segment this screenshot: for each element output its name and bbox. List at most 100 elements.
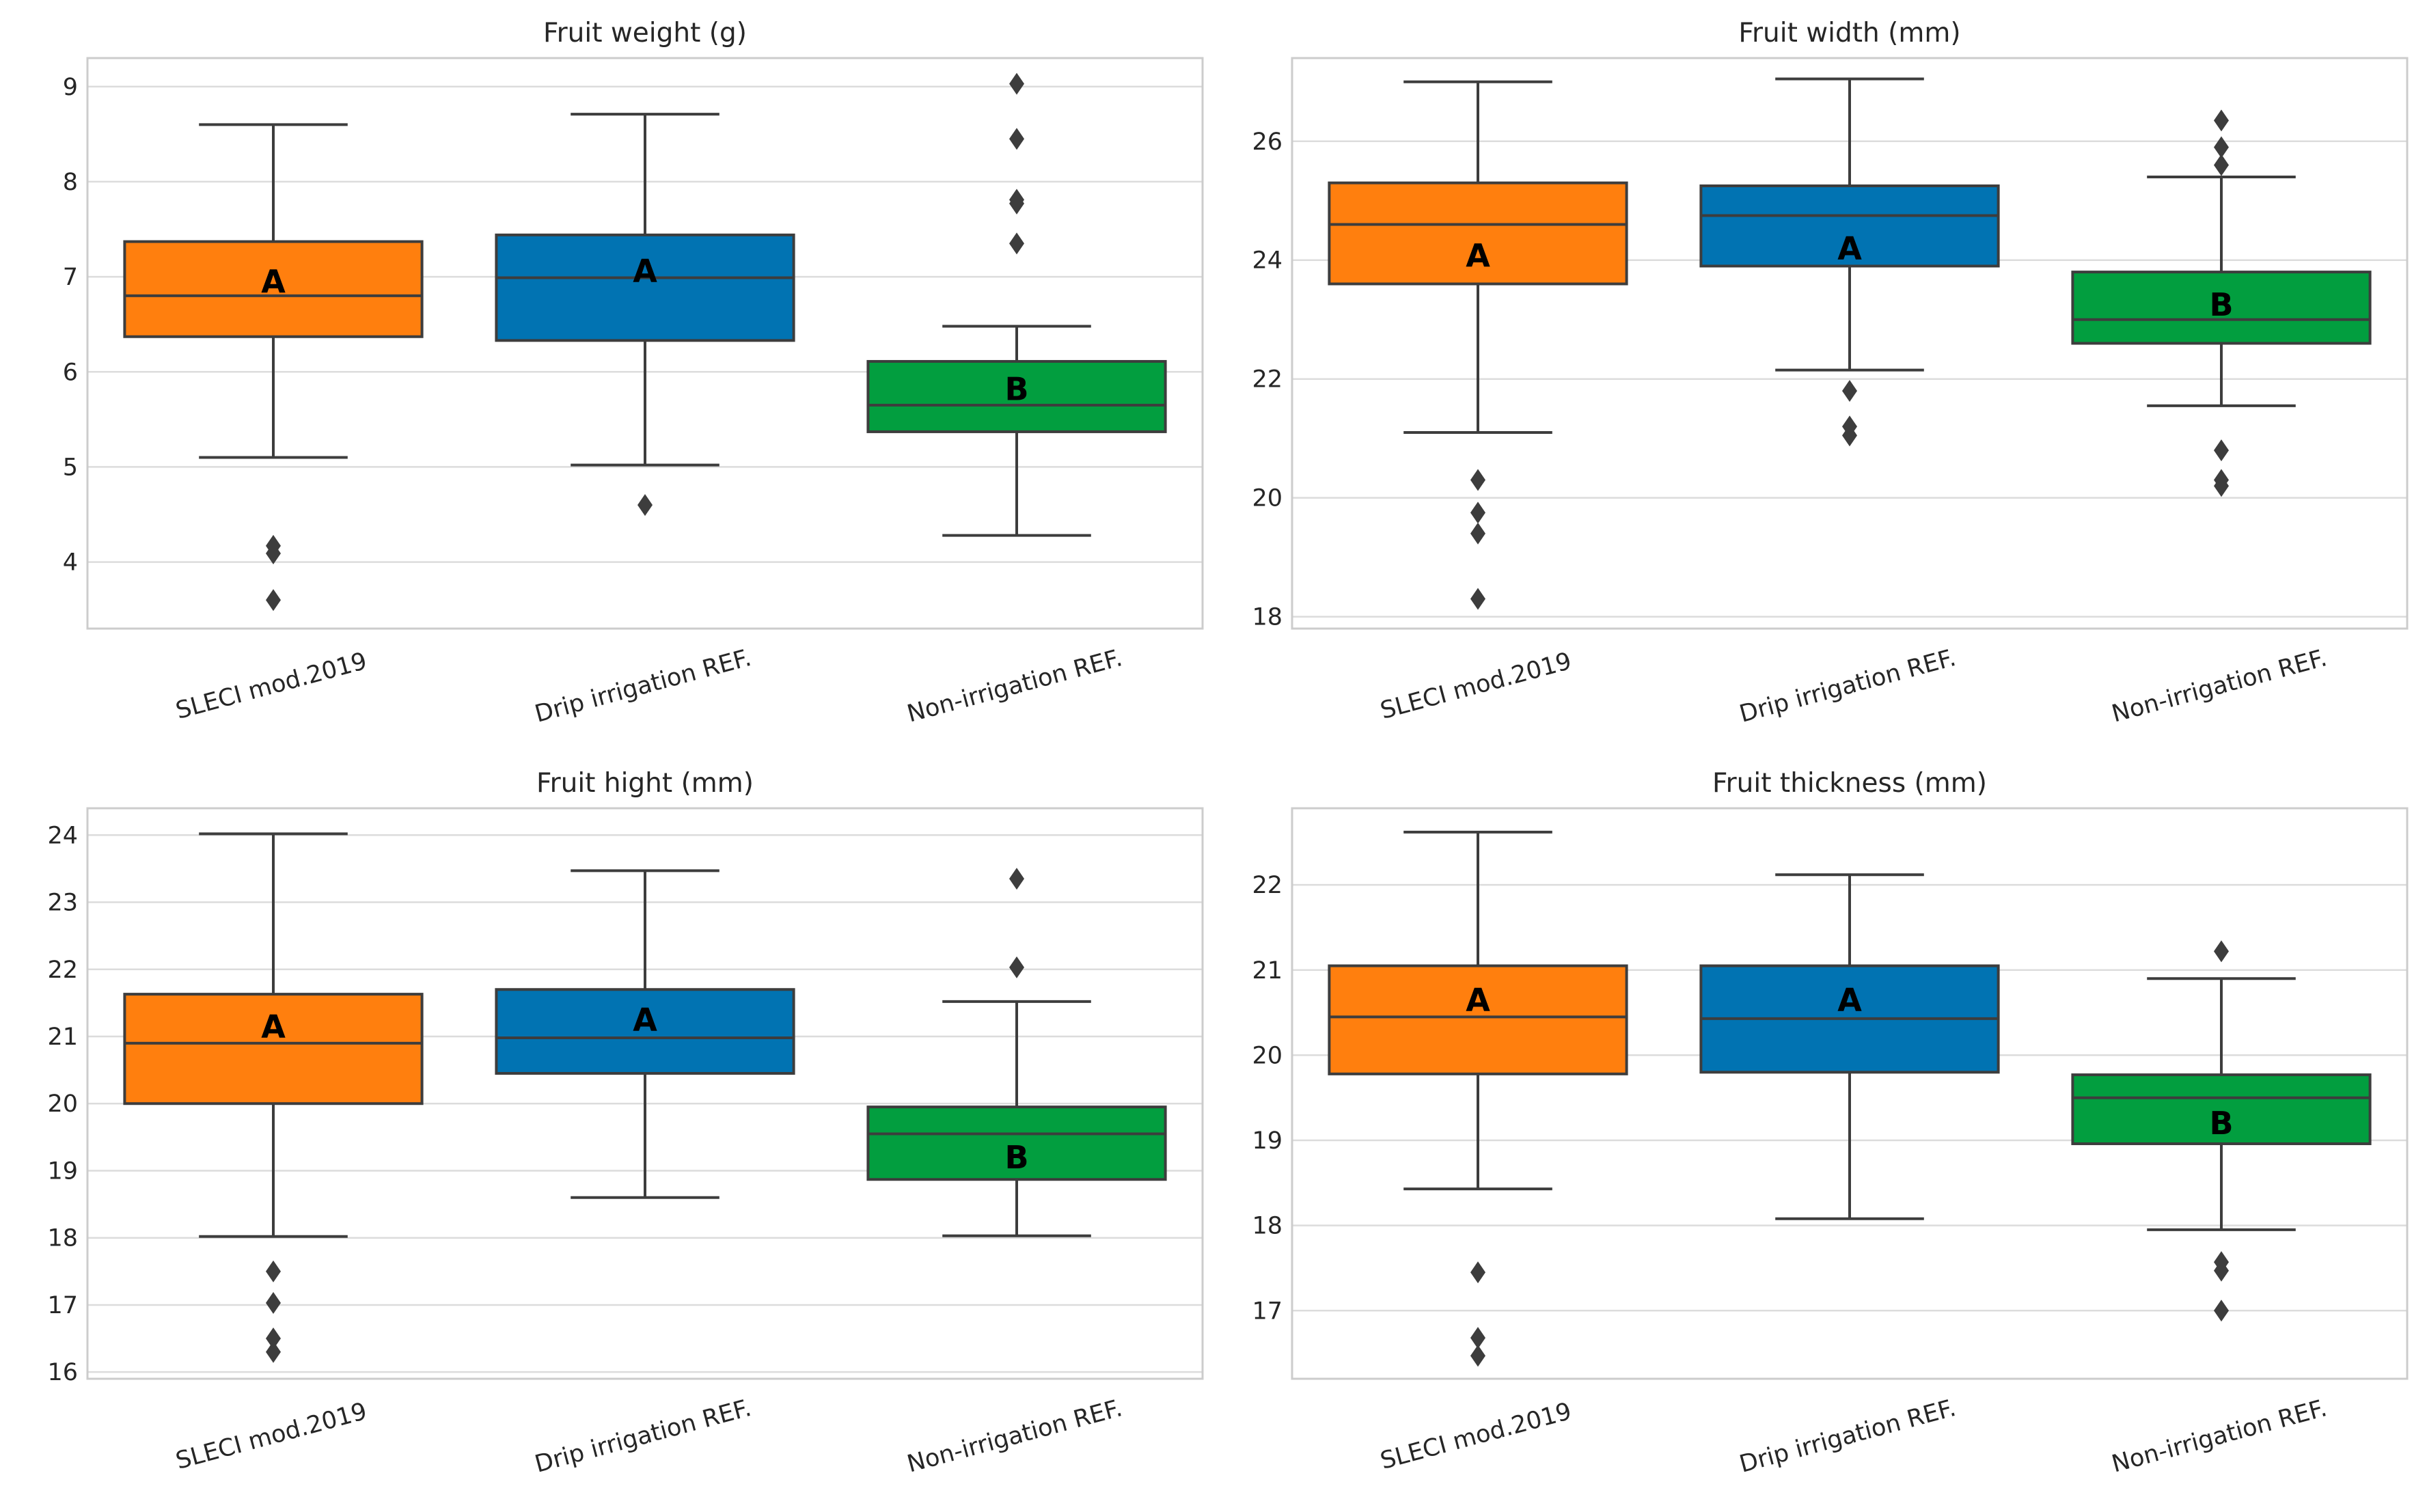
y-tick-label: 22 [1252,366,1283,394]
outlier-point [266,589,281,611]
box-2: A [495,113,795,517]
x-tick-label: SLECI mod.2019 [1377,648,1574,725]
outlier-point [266,1260,281,1282]
y-tick-label: 20 [47,1090,78,1118]
axes-frame [86,57,1204,630]
outlier-point [637,494,653,517]
y-tick-label: 19 [1252,1127,1283,1155]
x-tick-label: SLECI mod.2019 [173,1398,370,1475]
y-tick-label: 21 [1252,957,1283,985]
outlier-point [1470,501,1485,524]
y-tick-label: 16 [47,1359,78,1386]
significance-letter: A [1837,981,1862,1018]
outlier-point [266,1291,281,1314]
box-1: A [1328,80,1628,610]
box-1: A [123,123,424,611]
outlier-point [1009,956,1024,978]
y-tick-label: 18 [1252,1213,1283,1240]
significance-letter: A [633,1001,657,1038]
outlier-point [2214,1300,2229,1322]
outlier-point [2214,475,2229,497]
significance-letter: B [2209,1105,2233,1142]
outlier-point [1842,424,1857,447]
chart-panel-3: 16 17 18 19 20 21 22 23 24 Fruit hight (mm) SLECI … [47,768,1204,1479]
outlier-point [2214,109,2229,132]
y-tick-label: 8 [63,169,78,196]
outlier-point [266,542,281,565]
chart-title: Fruit weight (g) [543,18,747,49]
significance-letter: A [633,253,657,290]
x-tick-label: Non-irrigation REF. [905,644,1125,728]
outlier-point [1842,380,1857,402]
significance-letter: B [1004,370,1028,407]
outlier-point [1470,1327,1485,1349]
outlier-point [1009,232,1024,255]
y-tick-label: 18 [47,1225,78,1252]
outlier-point [1470,522,1485,545]
box-3: B [2071,940,2372,1322]
y-tick-label: 4 [63,549,78,577]
box-iqr [2071,1073,2372,1146]
y-tick-label: 5 [63,454,78,481]
axes-frame [1291,807,2409,1380]
y-tick-label: 17 [1252,1297,1283,1325]
x-tick-label: Non-irrigation REF. [2109,644,2330,728]
chart-panel-4: 17 18 19 20 21 22 Fruit thickness (mm) SLECI mo… [1252,768,2409,1479]
outlier-point [1009,72,1024,95]
y-tick-label: 23 [47,890,78,917]
box-iqr [1328,181,1628,286]
axes-frame [86,807,1204,1380]
outlier-point [266,1328,281,1350]
box-iqr [1699,184,2000,268]
outlier-point [1470,1345,1485,1367]
y-tick-label: 24 [1252,247,1283,275]
significance-letter: A [261,1008,286,1045]
significance-letter: A [1466,981,1490,1018]
y-tick-label: 21 [47,1023,78,1051]
y-tick-label: 9 [63,74,78,101]
x-tick-label: SLECI mod.2019 [173,648,370,725]
chart-title: Fruit width (mm) [1738,18,1960,49]
x-tick-label: Non-irrigation REF. [905,1394,1125,1478]
x-tick-label: Drip irrigation REF. [1737,1394,1959,1479]
y-tick-label: 19 [47,1157,78,1185]
outlier-point [1009,128,1024,150]
outlier-point [2214,1259,2229,1282]
chart-title: Fruit hight (mm) [536,768,754,799]
box-iqr [866,359,1167,433]
chart-panel-1: 4 5 6 7 8 9 Fruit weight (g) SLECI mod.2019 Drip… [63,18,1204,728]
chart-title: Fruit thickness (mm) [1712,768,1987,799]
outlier-point [1009,192,1024,215]
y-tick-label: 18 [1252,604,1283,631]
outlier-point [2214,940,2229,963]
y-tick-label: 6 [63,359,78,386]
box-iqr [866,1105,1167,1181]
outlier-point [1470,469,1485,491]
significance-letter: B [1004,1139,1028,1176]
chart-panel-2: 18 20 22 24 26 Fruit width (mm) SLECI mod.2019… [1252,18,2409,728]
box-2: A [1699,873,2000,1220]
y-tick-label: 20 [1252,1042,1283,1069]
significance-letter: A [261,263,286,300]
y-tick-label: 26 [1252,128,1283,156]
significance-letter: A [1837,230,1862,266]
y-tick-label: 7 [63,264,78,291]
axes-frame [1291,57,2409,630]
y-tick-label: 22 [47,957,78,984]
y-tick-label: 24 [47,822,78,849]
box-iqr [1328,964,1628,1075]
box-iqr [2071,271,2372,345]
outlier-point [2214,136,2229,159]
box-2: A [495,869,795,1199]
outlier-point [2214,439,2229,462]
box-iqr [495,233,795,342]
outlier-point [1470,588,1485,610]
box-iqr [123,993,424,1105]
box-3: B [866,72,1167,537]
y-tick-label: 22 [1252,872,1283,899]
x-tick-label: Drip irrigation REF. [532,1394,754,1479]
outlier-point [266,1341,281,1363]
box-1: A [1328,830,1628,1367]
x-tick-label: Non-irrigation REF. [2109,1394,2330,1478]
